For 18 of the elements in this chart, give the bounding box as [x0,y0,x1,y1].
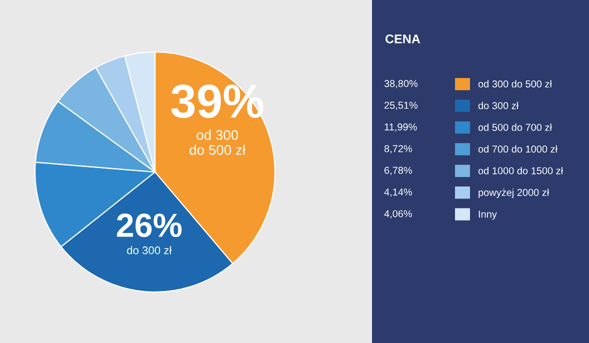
data-label: 4,14% [384,188,412,197]
data-label: 25,51% [384,102,418,110]
legend-label: powyżej 2000 zł [478,188,550,198]
data-label: 38,80% [384,80,418,88]
legend-label: Inny [478,210,497,220]
legend-label: od 1000 do 1500 zł [478,166,564,174]
data-label: 4,06% [384,210,412,218]
legend-label: do 300 zł [478,102,519,110]
text: CENA [386,34,420,44]
legend-label: od 500 do 700 zł [478,124,552,131]
data-label: 11,99% [384,123,417,132]
data-label: 8,72% [384,145,412,154]
data-label: 6,78% [384,166,412,176]
slice-label: od 300 do 500 zł [190,130,246,155]
legend-label: od 300 do 500 zł [478,80,552,88]
legend-label: od 700 do 1000 zł [478,145,558,153]
slice-label: do 300 zł [127,246,172,254]
text: 26% [116,214,182,238]
